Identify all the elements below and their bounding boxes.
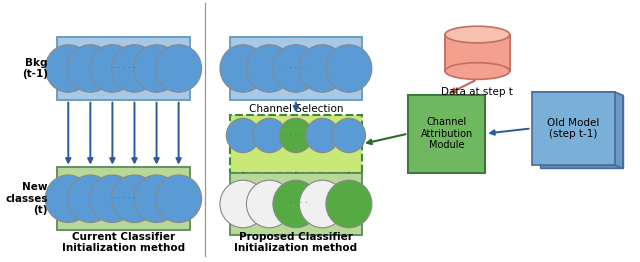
Text: Proposed Classifier
Initialization method: Proposed Classifier Initialization metho…: [234, 232, 358, 254]
Text: · · · · ·: · · · · ·: [284, 199, 308, 209]
Polygon shape: [614, 92, 623, 168]
Ellipse shape: [134, 45, 180, 92]
Bar: [230, 115, 362, 173]
Ellipse shape: [90, 175, 136, 222]
Text: · · · · ·: · · · · ·: [111, 194, 135, 203]
Text: Channel
Attribution
Module: Channel Attribution Module: [420, 117, 473, 150]
Bar: [57, 167, 189, 230]
Ellipse shape: [111, 175, 157, 222]
Bar: [230, 173, 362, 235]
Ellipse shape: [253, 118, 286, 153]
Ellipse shape: [156, 45, 202, 92]
Ellipse shape: [45, 175, 92, 222]
Ellipse shape: [220, 180, 266, 228]
Bar: [408, 95, 485, 173]
Polygon shape: [531, 92, 623, 95]
Bar: [445, 35, 509, 71]
Bar: [445, 35, 509, 71]
Ellipse shape: [300, 45, 346, 92]
Text: Bkg
(t-1): Bkg (t-1): [22, 58, 48, 79]
Ellipse shape: [300, 180, 346, 228]
Ellipse shape: [90, 45, 136, 92]
Ellipse shape: [134, 175, 180, 222]
Bar: [57, 37, 189, 100]
Text: Channel Selection: Channel Selection: [249, 104, 343, 114]
Ellipse shape: [67, 45, 113, 92]
Ellipse shape: [273, 45, 319, 92]
Ellipse shape: [227, 118, 260, 153]
Ellipse shape: [220, 45, 266, 92]
Ellipse shape: [445, 63, 509, 79]
Text: Old Model
(step t-1): Old Model (step t-1): [547, 118, 599, 139]
Bar: [445, 35, 509, 71]
Text: New
classes
(t): New classes (t): [6, 182, 48, 215]
Ellipse shape: [45, 45, 92, 92]
Ellipse shape: [332, 118, 365, 153]
Ellipse shape: [279, 118, 312, 153]
Ellipse shape: [67, 175, 113, 222]
Text: Data at step t: Data at step t: [442, 87, 513, 97]
Ellipse shape: [246, 180, 292, 228]
Text: · · · · ·: · · · · ·: [111, 64, 135, 73]
Text: Current Classifier
Initialization method: Current Classifier Initialization method: [62, 232, 185, 254]
Ellipse shape: [246, 45, 292, 92]
Ellipse shape: [326, 180, 372, 228]
Text: · · · · ·: · · · · ·: [284, 64, 308, 73]
Ellipse shape: [445, 26, 509, 43]
Ellipse shape: [273, 180, 319, 228]
Ellipse shape: [326, 45, 372, 92]
Ellipse shape: [111, 45, 157, 92]
Bar: [230, 37, 362, 100]
Bar: [540, 95, 623, 168]
Text: · · · · ·: · · · · ·: [284, 131, 308, 140]
Ellipse shape: [306, 118, 339, 153]
Bar: [531, 92, 614, 165]
Ellipse shape: [156, 175, 202, 222]
